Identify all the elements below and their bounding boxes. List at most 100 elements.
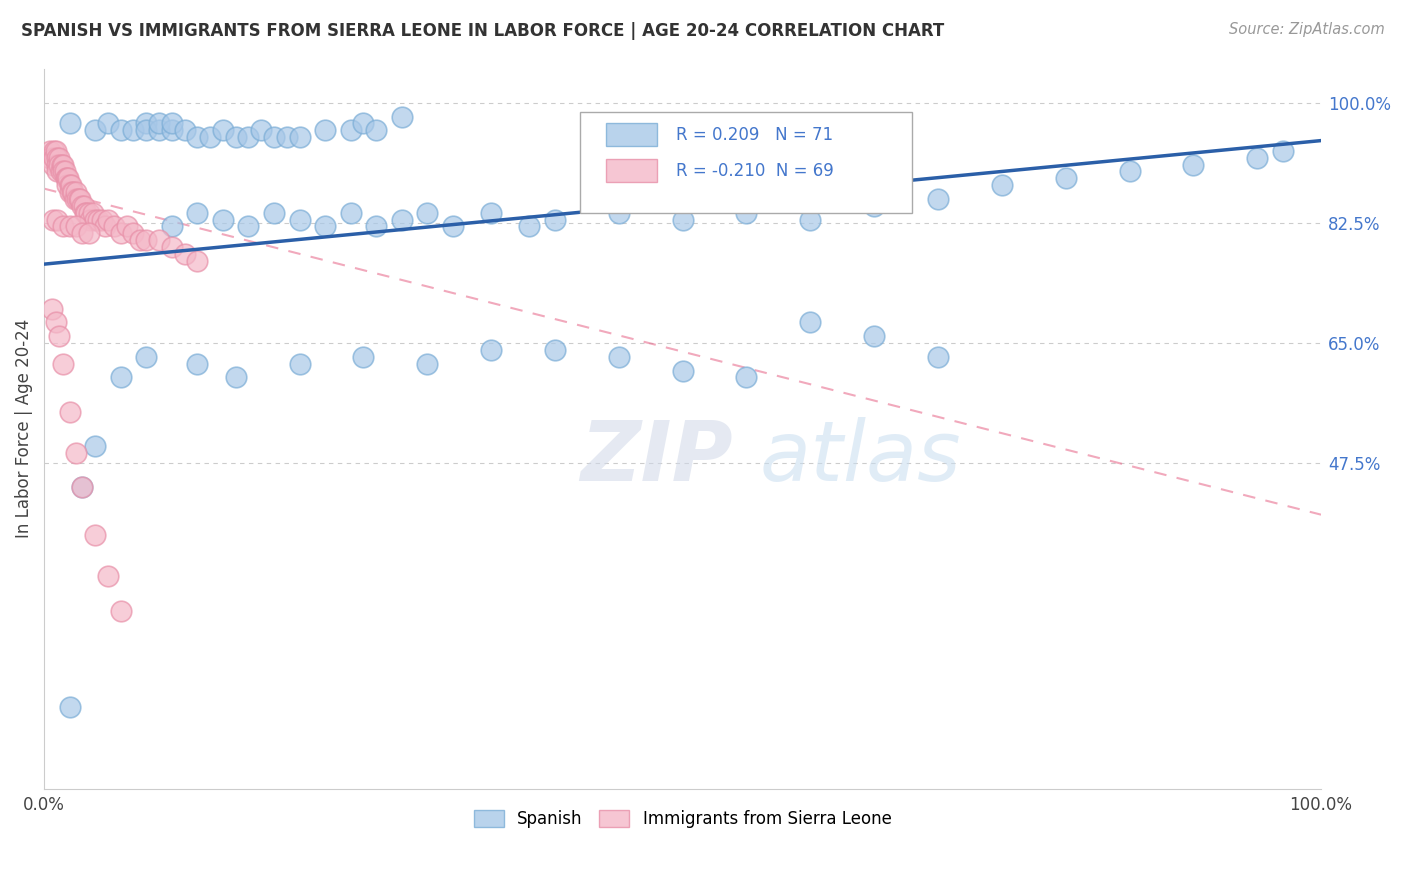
Point xyxy=(366,219,388,234)
Point xyxy=(55,171,77,186)
Point xyxy=(73,205,96,219)
Point xyxy=(110,604,132,618)
Point xyxy=(135,116,157,130)
Point xyxy=(67,192,90,206)
Point xyxy=(110,370,132,384)
Text: ZIP: ZIP xyxy=(581,417,733,499)
Point xyxy=(94,219,117,234)
Point xyxy=(53,164,76,178)
Point xyxy=(391,110,413,124)
Point xyxy=(69,192,91,206)
Point xyxy=(339,123,361,137)
Point xyxy=(52,164,75,178)
Point xyxy=(45,316,67,330)
Point xyxy=(73,199,96,213)
Point xyxy=(735,370,758,384)
Point xyxy=(160,116,183,130)
Point xyxy=(72,480,94,494)
Point xyxy=(59,699,82,714)
Point xyxy=(45,151,67,165)
Point xyxy=(87,212,110,227)
Point xyxy=(59,185,82,199)
FancyBboxPatch shape xyxy=(581,112,912,212)
Point xyxy=(110,123,132,137)
Point xyxy=(517,219,540,234)
Point xyxy=(122,226,145,240)
Point xyxy=(42,158,65,172)
Point xyxy=(250,123,273,137)
Point xyxy=(479,343,502,357)
Point xyxy=(84,439,107,453)
Text: atlas: atlas xyxy=(759,417,960,499)
Point xyxy=(416,205,439,219)
Point xyxy=(63,192,86,206)
Point xyxy=(544,343,567,357)
Point xyxy=(97,212,120,227)
Point xyxy=(42,212,65,227)
Text: R = 0.209   N = 71: R = 0.209 N = 71 xyxy=(676,126,834,144)
Point xyxy=(82,205,104,219)
Point xyxy=(991,178,1014,193)
Point xyxy=(238,219,260,234)
Point xyxy=(84,123,107,137)
Point xyxy=(65,185,87,199)
Point xyxy=(72,480,94,494)
Point xyxy=(173,247,195,261)
Point xyxy=(225,130,247,145)
Point xyxy=(1246,151,1268,165)
Point xyxy=(84,212,107,227)
Point xyxy=(128,233,150,247)
Point xyxy=(56,171,79,186)
Point xyxy=(58,171,80,186)
Point xyxy=(52,357,75,371)
Point xyxy=(39,144,62,158)
Point xyxy=(39,151,62,165)
Point xyxy=(366,123,388,137)
Point xyxy=(671,363,693,377)
Point xyxy=(186,130,208,145)
Point xyxy=(49,164,72,178)
Point xyxy=(671,212,693,227)
Point xyxy=(135,350,157,364)
Point xyxy=(352,350,374,364)
Point xyxy=(48,329,70,343)
Point xyxy=(212,212,235,227)
Point xyxy=(225,370,247,384)
Point xyxy=(1118,164,1140,178)
Point xyxy=(148,116,170,130)
Point xyxy=(59,219,82,234)
Point xyxy=(160,240,183,254)
Point xyxy=(115,219,138,234)
Point xyxy=(288,130,311,145)
Point xyxy=(52,219,75,234)
Point xyxy=(1271,144,1294,158)
Point xyxy=(52,158,75,172)
Point xyxy=(45,144,67,158)
Point xyxy=(44,144,66,158)
Point xyxy=(60,185,83,199)
Point xyxy=(212,123,235,137)
Point xyxy=(238,130,260,145)
Point xyxy=(607,205,630,219)
Point xyxy=(41,301,63,316)
Point xyxy=(59,405,82,419)
Legend: Spanish, Immigrants from Sierra Leone: Spanish, Immigrants from Sierra Leone xyxy=(467,804,898,835)
Point xyxy=(799,212,821,227)
Point xyxy=(148,233,170,247)
Point xyxy=(66,192,89,206)
Point xyxy=(77,226,100,240)
Point xyxy=(65,219,87,234)
Point xyxy=(416,357,439,371)
Point xyxy=(391,212,413,227)
Point xyxy=(198,130,221,145)
Point xyxy=(59,178,82,193)
Text: Source: ZipAtlas.com: Source: ZipAtlas.com xyxy=(1229,22,1385,37)
Point xyxy=(48,151,70,165)
Point xyxy=(97,569,120,583)
Point xyxy=(51,158,73,172)
Point xyxy=(72,199,94,213)
Point xyxy=(97,116,120,130)
Point xyxy=(110,226,132,240)
Point xyxy=(314,123,336,137)
Point xyxy=(186,357,208,371)
